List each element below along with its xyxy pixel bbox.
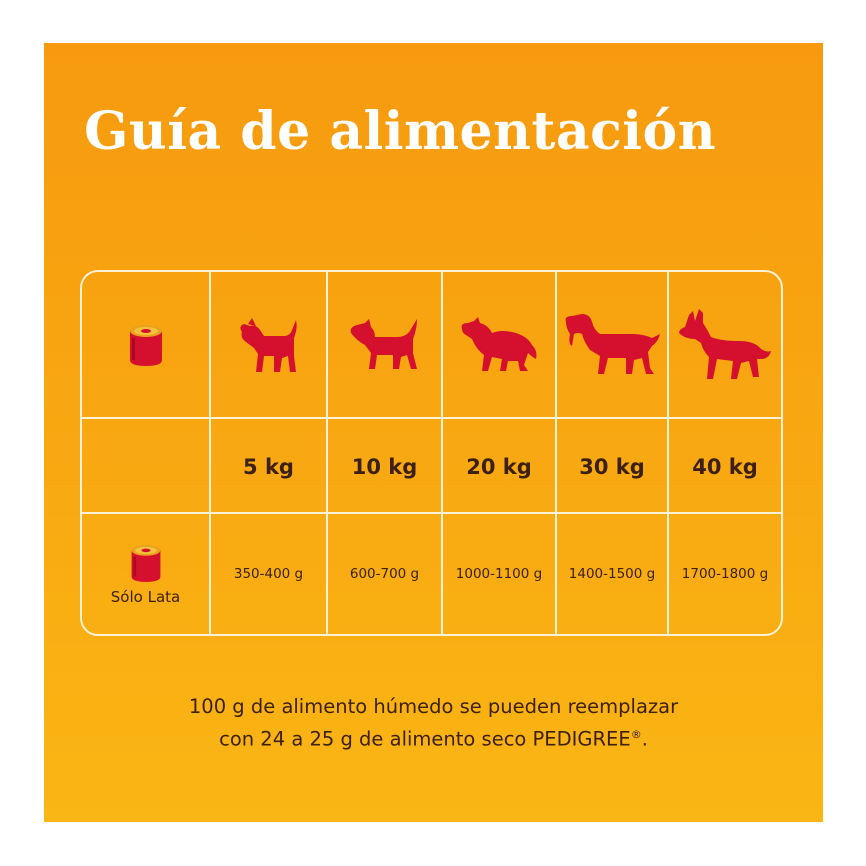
weight-cell: 40 kg (669, 419, 781, 514)
dog-30kg-cell (557, 272, 669, 419)
feeding-guide-panel: Guía de alimentación (44, 43, 823, 822)
footnote-line2: con 24 a 25 g de alimento seco PEDIGREE (219, 727, 631, 751)
weight-cell: 30 kg (557, 419, 669, 514)
weight-cell: 10 kg (328, 419, 443, 514)
page-title: Guía de alimentación (84, 101, 717, 162)
weight-value: 30 kg (579, 454, 645, 479)
dog-10kg-cell (328, 272, 443, 419)
can-icon (129, 324, 162, 366)
amount-cell: 1400-1500 g (557, 514, 669, 634)
weight-cell: 20 kg (443, 419, 557, 514)
footnote-line1: 100 g de alimento húmedo se pueden reemp… (188, 695, 679, 718)
registered-mark: ® (630, 728, 642, 741)
amount-value: 600-700 g (349, 566, 420, 582)
amount-value: 1400-1500 g (568, 566, 656, 582)
amount-cell: 350-400 g (211, 514, 328, 634)
terrier-dog-icon (350, 318, 417, 369)
weight-value: 20 kg (466, 454, 532, 479)
amount-cell: 1000-1100 g (443, 514, 557, 634)
dog-40kg-cell (669, 272, 781, 419)
weight-label-empty-cell (82, 419, 211, 514)
product-label-cell: Sólo Lata (82, 514, 211, 634)
can-icon (131, 545, 160, 582)
amount-value: 350-400 g (233, 566, 304, 582)
collie-dog-icon (461, 316, 537, 371)
footnote: 100 g de alimento húmedo se pueden reemp… (44, 693, 823, 754)
feeding-table: 5 kg 10 kg 20 kg 30 kg 40 kg Sólo Lata 3… (80, 270, 783, 636)
amount-value: 1700-1800 g (681, 566, 769, 582)
amount-value: 1000-1100 g (455, 566, 543, 582)
setter-dog-icon (565, 313, 660, 374)
amount-cell: 600-700 g (328, 514, 443, 634)
dog-20kg-cell (443, 272, 557, 419)
footnote-period: . (641, 727, 648, 751)
shepherd-dog-icon (679, 308, 771, 379)
weight-value: 10 kg (351, 454, 418, 479)
product-label: Sólo Lata (110, 588, 181, 606)
weight-value: 40 kg (692, 454, 758, 479)
header-can-cell (82, 272, 211, 419)
weight-value: 5 kg (243, 454, 294, 479)
amount-cell: 1700-1800 g (669, 514, 781, 634)
dog-5kg-cell (211, 272, 328, 419)
small-dog-icon (239, 317, 297, 372)
weight-cell: 5 kg (211, 419, 328, 514)
